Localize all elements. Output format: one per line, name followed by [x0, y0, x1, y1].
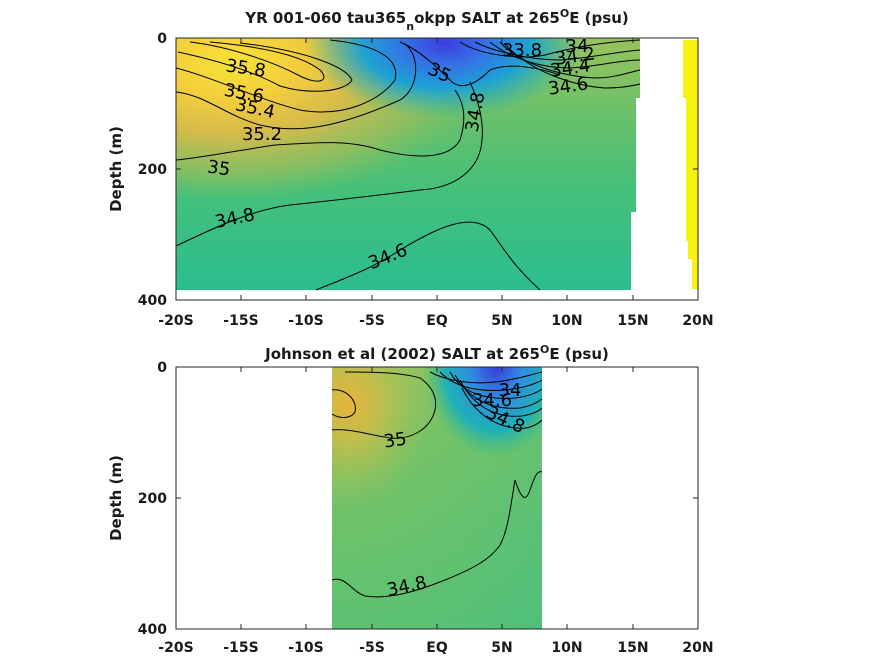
x-tick-label: 10N — [551, 640, 582, 656]
panel-1-ticks — [175, 37, 699, 301]
panel-1-contours — [176, 39, 641, 291]
panel-1: 35.8 35.6 35.4 35.2 35 34.8 34.6 35 34.8… — [107, 7, 714, 329]
y-tick-label: 200 — [138, 162, 167, 178]
contour-label: 34 — [499, 380, 522, 401]
y-tick-label: 200 — [138, 491, 167, 507]
panel-1-field — [176, 38, 698, 290]
x-tick-label: -10S — [288, 640, 323, 656]
contour-line — [176, 81, 483, 247]
panel-2-x-tick-labels: -20S -15S -10S -5S EQ 5N 10N 15N 20N — [158, 640, 713, 656]
panel-2-fresh-core — [332, 367, 542, 629]
panel-1-yellow-strip — [688, 241, 698, 259]
x-tick-label: 15N — [617, 640, 648, 656]
panel-1-title: YR 001-060 tau365nokpp SALT at 265OE (ps… — [244, 7, 628, 33]
contour-line — [474, 41, 641, 61]
x-tick-label: 20N — [682, 313, 713, 329]
contour-line — [489, 41, 641, 69]
x-tick-label: 20N — [682, 640, 713, 656]
contour-line — [459, 379, 542, 417]
panel-2-y-tick-labels: 0 200 400 — [138, 360, 167, 638]
contour-label: 34 — [566, 36, 589, 57]
y-tick-label: 400 — [138, 293, 167, 309]
contour-label: 35.2 — [242, 124, 282, 145]
contour-line — [177, 42, 353, 92]
panel-2-y-axis-label: Depth (m) — [107, 455, 125, 541]
contour-label: 34.6 — [472, 390, 512, 411]
contour-line — [439, 371, 542, 391]
y-tick-label: 0 — [157, 31, 167, 47]
panel-2-contours — [332, 371, 542, 598]
contour-line — [459, 39, 641, 58]
panel-2-field — [332, 367, 542, 629]
x-tick-label: -20S — [158, 313, 193, 329]
panel-2: 35 34 34.6 34.8 34.8 -20S -15S -10S -5S … — [107, 343, 714, 656]
x-tick-label: EQ — [426, 313, 448, 329]
x-tick-label: -15S — [223, 313, 258, 329]
contour-line — [332, 471, 542, 598]
panel-1-fresh-core — [176, 38, 640, 290]
y-tick-label: 0 — [157, 360, 167, 376]
panel-2-ticks — [175, 366, 699, 630]
contour-label: 35 — [382, 429, 408, 453]
contour-line — [189, 41, 325, 82]
panel-1-yellow-strip — [683, 40, 698, 98]
panel-1-y-axis-label: Depth (m) — [107, 126, 125, 212]
contour-line — [176, 89, 465, 161]
x-tick-label: 15N — [617, 313, 648, 329]
contour-line — [504, 43, 641, 89]
contour-line — [176, 39, 397, 113]
contour-line — [454, 374, 542, 409]
contour-line — [332, 371, 437, 439]
x-tick-label: 5N — [491, 313, 512, 329]
x-tick-label: -5S — [359, 313, 385, 329]
panel-1-x-tick-labels: -20S -15S -10S -5S EQ 5N 10N 15N 20N — [158, 313, 713, 329]
x-tick-label: 5N — [491, 640, 512, 656]
contour-line — [399, 41, 561, 87]
contour-line — [429, 371, 542, 384]
contour-label: 33.8 — [502, 40, 542, 61]
x-tick-label: -15S — [223, 640, 258, 656]
contour-line — [461, 387, 542, 429]
contour-line — [315, 221, 541, 291]
panel-1-yellow-strip — [692, 259, 698, 289]
contour-label: 35 — [206, 157, 232, 181]
panel-1-y-tick-labels: 0 200 400 — [138, 31, 167, 309]
contour-line — [332, 389, 356, 418]
x-tick-label: EQ — [426, 640, 448, 656]
x-tick-label: -5S — [359, 640, 385, 656]
x-tick-label: 10N — [551, 313, 582, 329]
panel-1-yellow-strip — [686, 98, 698, 241]
x-tick-label: -20S — [158, 640, 193, 656]
y-tick-label: 400 — [138, 622, 167, 638]
contour-line — [176, 43, 417, 130]
panel-2-title: Johnson et al (2002) SALT at 265OE (psu) — [264, 343, 609, 363]
x-tick-label: -10S — [288, 313, 323, 329]
